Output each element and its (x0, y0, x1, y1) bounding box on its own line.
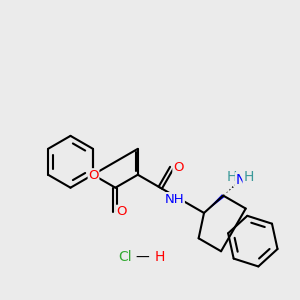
Text: —: — (136, 250, 149, 265)
Polygon shape (235, 183, 237, 185)
Text: N: N (236, 173, 246, 187)
Polygon shape (237, 180, 240, 183)
Polygon shape (226, 191, 228, 193)
Text: O: O (117, 205, 127, 218)
Polygon shape (232, 186, 234, 188)
Text: H: H (155, 250, 166, 265)
Text: O: O (88, 169, 99, 182)
Text: H: H (243, 170, 254, 184)
Polygon shape (204, 194, 225, 213)
Text: H: H (227, 170, 237, 184)
Polygon shape (229, 189, 231, 190)
Text: NH: NH (165, 193, 184, 206)
Polygon shape (223, 194, 225, 196)
Text: O: O (173, 161, 184, 174)
Text: Cl: Cl (118, 250, 132, 265)
